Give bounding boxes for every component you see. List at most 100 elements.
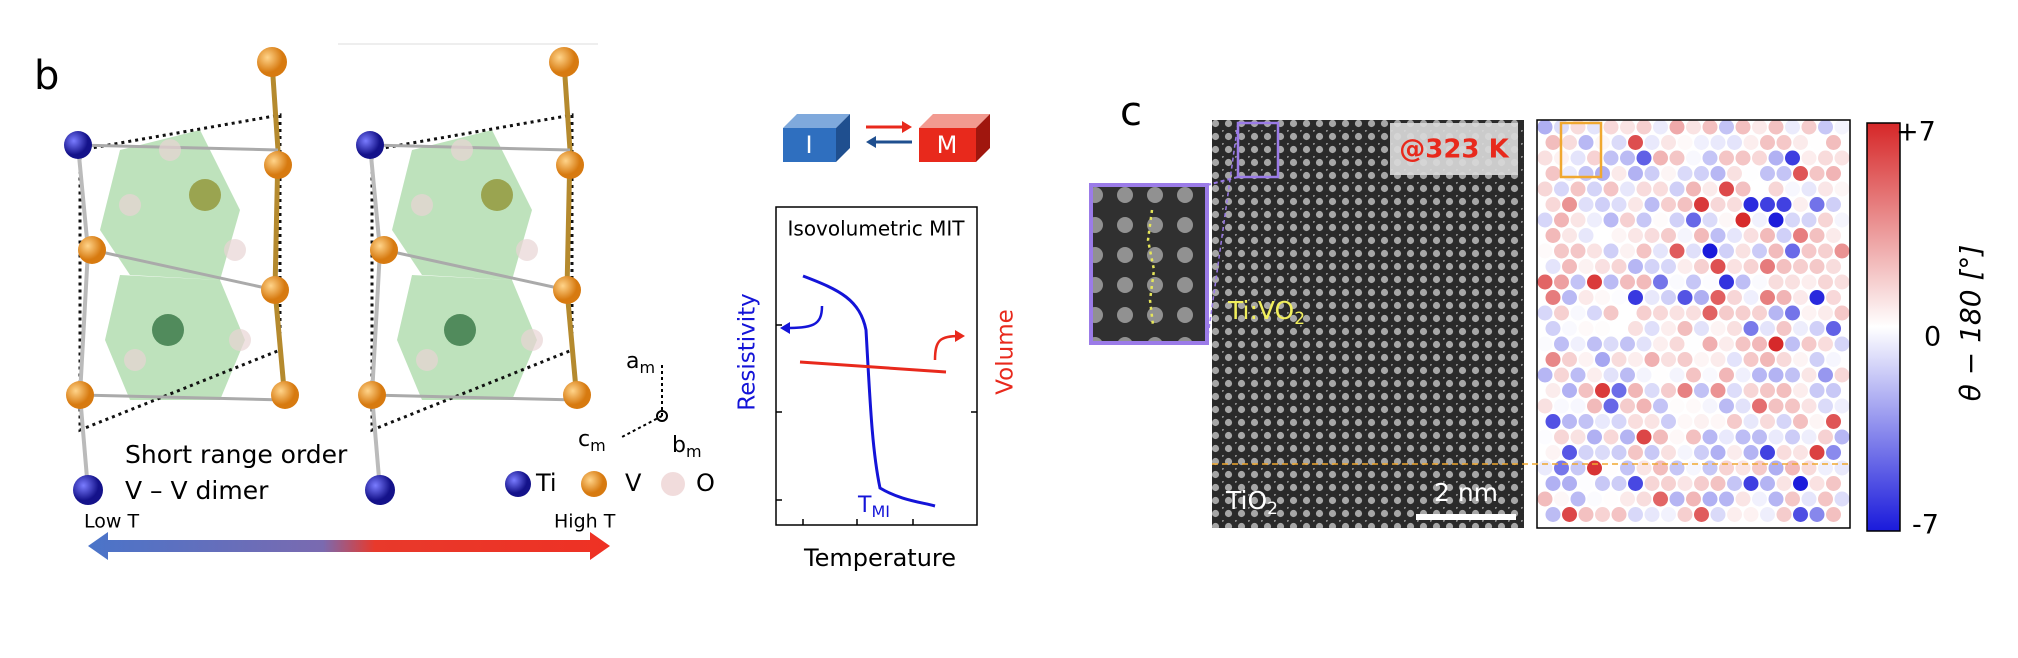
map-cell [1834,460,1850,476]
map-cell [1710,197,1726,212]
map-cell [1801,429,1817,445]
map-cell [1611,414,1627,429]
map-cell [1578,383,1594,398]
map-cell [1719,243,1734,259]
map-cell [1603,212,1619,228]
arrow-label: High T [554,511,616,533]
map-cell [1620,460,1635,476]
atom [261,276,289,304]
map-cell [1686,429,1701,445]
map-cell [1834,305,1850,321]
panel-b: b Short range order V – V dimer Ti V O a… [34,43,1019,572]
map-cell [1570,460,1586,476]
map-cell [1570,336,1586,352]
map-cell [1644,352,1660,367]
map-cell [1768,336,1784,352]
map-cell [1710,135,1726,150]
map-cell [1785,429,1800,445]
map-cell [1644,228,1660,243]
map-cell [1628,383,1643,398]
map-cell [1587,336,1602,352]
map-cell [1545,259,1561,274]
map-cell [1554,181,1569,197]
map-cell [1603,367,1619,383]
map-cell [1603,305,1619,321]
map-cell [1760,290,1775,305]
map-cell [1785,305,1800,321]
map-cell [1628,197,1643,212]
map-cell [1669,181,1685,197]
map-cell [1661,445,1676,460]
colorbar-title: θ − 180 [°] [1954,245,1987,402]
map-cell [1570,181,1586,197]
map-cell [1578,166,1594,181]
map-cell [1669,460,1685,476]
map-cell [1809,197,1825,212]
map-cell [1636,491,1652,507]
map-cell [1752,119,1767,135]
atom [358,381,386,409]
map-cell [1545,290,1561,305]
map-cell [1702,398,1718,414]
map-cell [1587,491,1602,507]
map-cell [1826,197,1841,212]
map-cell [1578,259,1594,274]
map-zoom-box [1559,121,1603,179]
map-cell [1818,181,1833,197]
map-cell [1735,243,1751,259]
map-cell [1661,259,1676,274]
x-axis-label: Temperature [803,544,956,572]
map-cell [1834,181,1850,197]
map-cell [1578,445,1594,460]
atom [78,236,106,264]
map-cell [1653,274,1668,290]
map-cell [1603,429,1619,445]
map-cell [1694,414,1709,429]
map-cell [1834,119,1850,135]
map-cell [1743,383,1759,398]
map-cell [1768,460,1784,476]
map-cell [1595,383,1610,398]
map-cell [1694,507,1709,522]
map-cell [1793,383,1808,398]
v-inner [152,314,184,346]
map-cell [1801,305,1817,321]
map-cell [1595,507,1610,522]
o-atom [229,329,251,351]
v-inner [189,179,221,211]
map-cell [1785,212,1800,228]
map-cell [1578,507,1594,522]
map-cell [1768,274,1784,290]
map-cell [1694,476,1709,491]
map-cell [1710,476,1726,491]
o-atom-key [661,472,685,496]
map-cell [1578,321,1594,336]
map-cell [1587,150,1602,166]
map-cell [1818,336,1833,352]
atom [556,151,584,179]
colorbar-label: +7 [1896,117,1936,148]
map-cell [1719,429,1734,445]
map-cell [1661,352,1676,367]
map-cell [1578,197,1594,212]
map-cell [1537,491,1553,507]
map-cell [1702,367,1718,383]
map-cell [1562,352,1577,367]
map-cell [1727,352,1742,367]
crystal [64,47,299,505]
atom [257,47,287,77]
map-cell [1760,197,1775,212]
map-cell [1743,321,1759,336]
map-cell [1793,476,1808,491]
o-atom [119,194,141,216]
map-cell [1636,274,1652,290]
note: Short range order [125,440,348,469]
atom [553,276,581,304]
map-cell [1644,383,1660,398]
map-cell [1801,336,1817,352]
map-cell [1818,460,1833,476]
atom [271,381,299,409]
map-cell [1537,150,1553,166]
map-cell [1834,212,1850,228]
map-cell [1694,197,1709,212]
